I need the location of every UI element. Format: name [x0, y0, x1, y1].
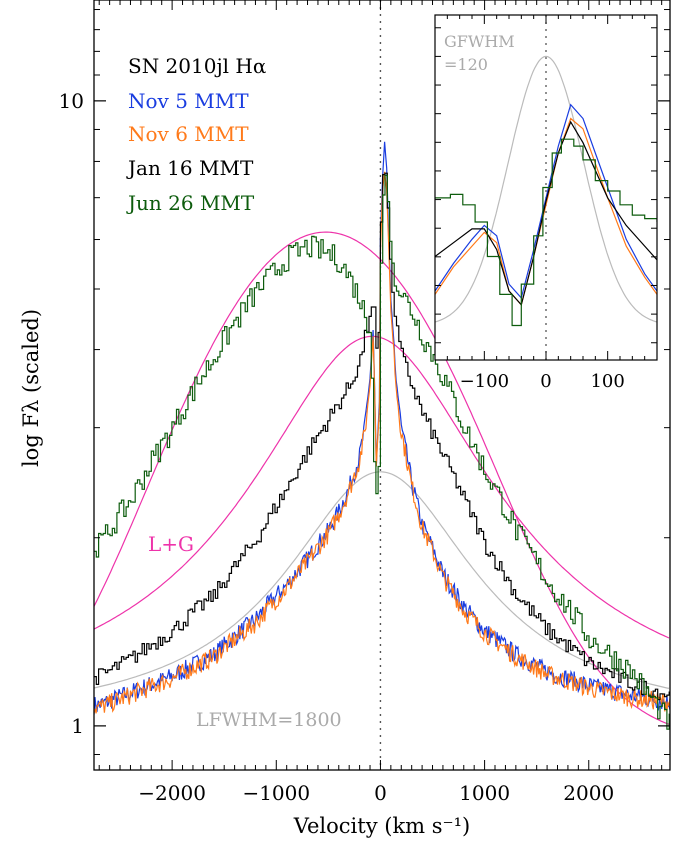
fit-label: L+G	[148, 532, 194, 556]
inset-x-tick-label: 0	[540, 371, 551, 392]
inset-axis-ticks: −100 0 100	[434, 15, 658, 392]
inset-series-jan16	[435, 120, 657, 307]
main-plot-area	[94, 0, 670, 770]
x-tick-label: −1000	[242, 781, 310, 805]
legend: SN 2010jl Hα Nov 5 MMT Nov 6 MMT Jan 16 …	[126, 54, 266, 215]
x-tick-label: 0	[374, 781, 387, 805]
x-tick-label: 1000	[459, 781, 510, 805]
inset-gaussian-curve	[435, 55, 657, 323]
inset-label-line2: =120	[444, 55, 488, 74]
y-tick-label: 10	[59, 89, 84, 113]
legend-item-nov6: Nov 6 MMT	[128, 122, 249, 146]
legend-item-jan16: Jan 16 MMT	[126, 156, 254, 180]
inset-series-jun26	[435, 138, 657, 327]
legend-item-nov5: Nov 5 MMT	[128, 89, 249, 113]
inset-series-nov6	[435, 117, 657, 307]
lorentzian-curve	[94, 471, 670, 689]
inset-x-tick-label: 100	[590, 371, 624, 392]
lorentzian-label: LFWHM=1800	[196, 709, 342, 731]
fit-curve-jan16	[94, 335, 670, 639]
legend-item-jun26: Jun 26 MMT	[126, 191, 255, 215]
y-tick-label: 1	[71, 714, 84, 738]
chart-title: SN 2010jl Hα	[128, 54, 266, 78]
main-plot-frame	[93, 0, 671, 771]
series-jun26	[94, 174, 670, 730]
inset-series-nov5	[435, 103, 657, 300]
x-axis-label: Velocity (km s⁻¹)	[293, 814, 470, 838]
x-tick-label: −2000	[138, 781, 206, 805]
x-tick-label: 2000	[563, 781, 614, 805]
inset-x-tick-label: −100	[460, 371, 509, 392]
series-nov6	[94, 171, 670, 714]
inset-plot-area	[435, 15, 657, 360]
y-axis-label: log Fλ (scaled)	[19, 309, 43, 467]
inset-label-line1: GFWHM	[444, 32, 515, 51]
